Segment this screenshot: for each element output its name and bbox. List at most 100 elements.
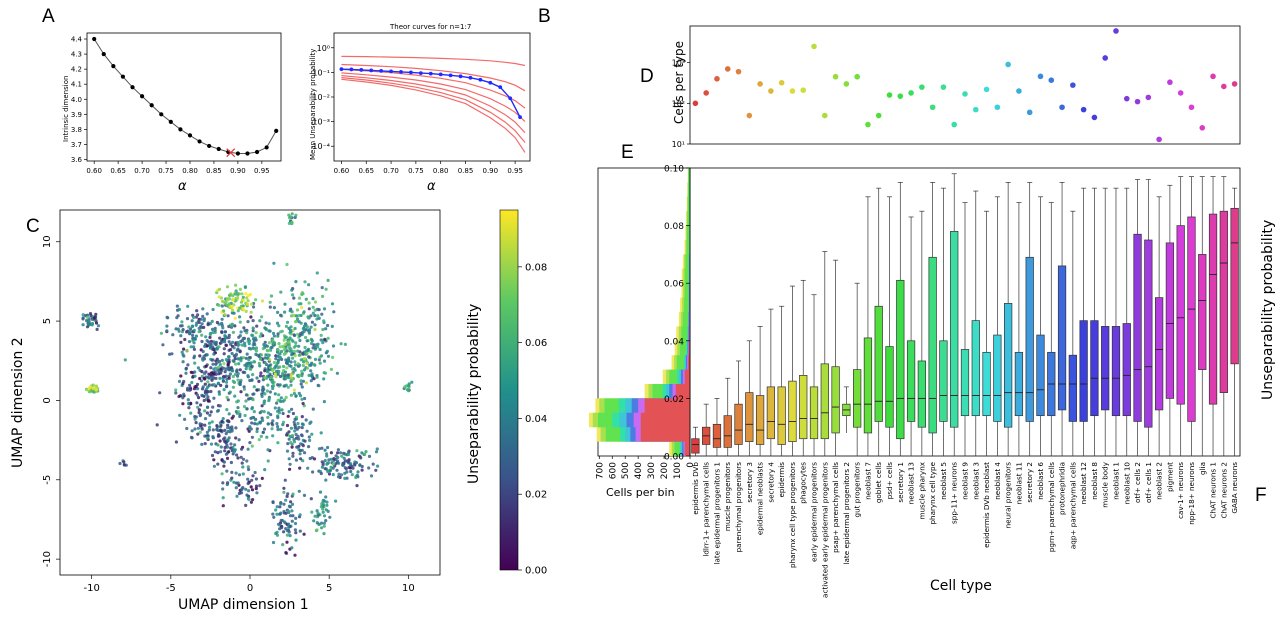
panel-e-area-group-1	[640, 168, 690, 456]
panel-f-box-body	[1187, 216, 1196, 422]
panel-b-theory-curve-n5	[341, 75, 526, 134]
umap-point	[202, 325, 206, 329]
panel-f-box-body	[1111, 326, 1121, 417]
umap-point	[331, 344, 336, 348]
umap-point	[192, 315, 196, 319]
umap-point	[240, 461, 244, 465]
panel-a-point	[149, 103, 154, 108]
umap-point	[305, 351, 309, 355]
umap-point	[268, 305, 272, 309]
umap-point	[325, 349, 329, 353]
umap-point	[207, 340, 211, 344]
umap-point	[276, 441, 280, 445]
panel-a-point	[92, 36, 97, 42]
panel-f-category-label: late epidermal progenitors 2	[842, 462, 851, 564]
umap-point	[283, 336, 287, 340]
umap-point	[263, 468, 267, 472]
umap-point	[257, 438, 261, 442]
umap-point	[291, 451, 295, 455]
panel-f-box-body	[885, 346, 894, 428]
umap-point	[298, 466, 302, 470]
panel-f-box-body	[1101, 326, 1110, 411]
panel-b-x-tick-label: 0.70	[383, 167, 399, 175]
panel-f-category-label: phagocytes	[799, 462, 808, 504]
panel-e-x-tick-label: 600	[608, 462, 618, 479]
umap-point	[345, 470, 349, 474]
panel-d-point	[1123, 95, 1130, 102]
umap-point	[215, 424, 219, 428]
umap-point	[238, 320, 242, 324]
umap-point	[243, 285, 247, 289]
umap-point	[316, 342, 320, 346]
umap-point	[321, 327, 325, 332]
umap-point	[285, 540, 289, 544]
umap-point	[260, 476, 264, 480]
umap-point	[236, 347, 240, 351]
umap-point	[94, 312, 98, 316]
umap-point	[277, 393, 281, 397]
panel-f-category-label: neoblast 9	[961, 462, 970, 500]
umap-point	[262, 427, 267, 431]
umap-point	[277, 342, 281, 346]
umap-point	[326, 354, 331, 358]
umap-point	[241, 336, 245, 341]
umap-point	[278, 383, 282, 387]
umap-point	[279, 399, 283, 404]
umap-point	[231, 298, 235, 302]
panel-f-category-label: neural progenitors	[1004, 462, 1013, 529]
umap-point	[211, 330, 215, 335]
umap-point	[292, 333, 296, 337]
umap-point	[279, 396, 283, 400]
umap-point	[304, 418, 308, 422]
umap-point	[277, 406, 281, 410]
umap-point	[192, 356, 196, 360]
panel-f-box-3	[712, 398, 722, 456]
umap-point	[245, 352, 249, 356]
umap-point	[367, 466, 371, 470]
umap-point	[255, 491, 259, 495]
umap-point	[205, 405, 210, 409]
umap-point	[297, 391, 301, 395]
umap-point	[177, 379, 182, 383]
umap-point	[319, 431, 323, 435]
panel-f-box-body	[853, 369, 862, 428]
panel-f-box-4	[723, 377, 732, 456]
umap-point	[222, 366, 226, 370]
umap-point	[323, 467, 327, 471]
umap-point	[313, 313, 317, 318]
umap-point	[209, 366, 213, 370]
panel-b-empirical-point	[458, 74, 463, 79]
panel-f-category-label: muscle progenitors	[723, 462, 732, 531]
umap-point	[302, 532, 306, 536]
umap-point	[272, 384, 276, 388]
umap-point	[213, 328, 217, 332]
umap-point	[297, 425, 301, 429]
panel-f-category-label: neoblast 5	[939, 462, 948, 500]
umap-point	[294, 344, 298, 348]
umap-point	[269, 375, 273, 380]
umap-point	[335, 371, 339, 375]
umap-point	[280, 526, 284, 530]
umap-point	[210, 453, 215, 458]
panel-e-x-tick-label: 100	[673, 462, 683, 479]
umap-point	[221, 504, 225, 508]
umap-point	[407, 389, 411, 393]
umap-point	[318, 347, 322, 352]
panel-f-box-35	[1057, 182, 1067, 456]
panel-f-box-body	[766, 386, 776, 440]
umap-point	[231, 330, 235, 334]
umap-point	[230, 369, 234, 373]
umap-point	[235, 453, 239, 457]
panel-f-box-body	[1154, 297, 1164, 411]
umap-point	[295, 445, 299, 449]
panel-f-box-body	[820, 363, 829, 440]
panel-e-histogram-areas	[588, 168, 690, 456]
umap-point	[214, 362, 218, 366]
umap-point	[308, 438, 312, 442]
umap-point	[274, 531, 278, 536]
umap-point	[239, 339, 243, 344]
umap-point	[206, 323, 210, 327]
umap-point	[277, 324, 281, 328]
umap-point	[187, 406, 191, 410]
umap-point	[296, 332, 300, 336]
